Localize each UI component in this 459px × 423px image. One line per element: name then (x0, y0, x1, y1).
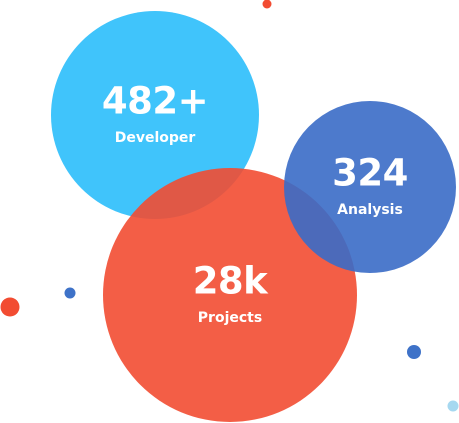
decor-dot (407, 345, 421, 359)
bubble-analysis (284, 101, 456, 273)
bubble-projects (103, 168, 357, 422)
decor-dot (0, 297, 20, 317)
decor-dot (262, 0, 272, 9)
stat-value: 482+ (102, 80, 208, 123)
bubble-developer (51, 11, 259, 219)
decor-dot (447, 400, 459, 412)
stat-value: 324 (332, 152, 408, 195)
stat-label: Developer (115, 130, 196, 146)
stat-label: Analysis (337, 202, 403, 218)
stat-value: 28k (193, 260, 269, 303)
decor-dot (64, 287, 76, 299)
stat-label: Projects (198, 310, 262, 326)
